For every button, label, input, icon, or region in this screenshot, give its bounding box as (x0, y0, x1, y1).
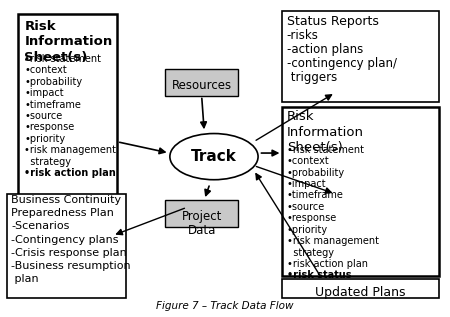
Text: -Contingency plans: -Contingency plans (11, 235, 119, 244)
Text: Sheet(s): Sheet(s) (287, 141, 342, 154)
Text: •risk management: •risk management (24, 145, 117, 155)
Text: •risk action plan: •risk action plan (24, 168, 116, 178)
Text: •impact: •impact (24, 88, 64, 98)
Text: Information: Information (287, 126, 364, 139)
Text: •risk action plan: •risk action plan (287, 259, 368, 269)
Text: Project: Project (182, 210, 222, 223)
Text: Information: Information (24, 35, 112, 48)
Text: •probability: •probability (287, 168, 345, 178)
Text: •response: •response (24, 122, 75, 133)
FancyBboxPatch shape (7, 194, 126, 298)
Text: Track: Track (191, 149, 237, 164)
Text: Data: Data (188, 224, 216, 237)
Text: Sheet(s): Sheet(s) (24, 51, 88, 64)
Ellipse shape (170, 133, 258, 180)
Text: -Business resumption: -Business resumption (11, 261, 131, 271)
Text: Resources: Resources (172, 79, 232, 92)
Text: •probability: •probability (24, 77, 82, 87)
Text: Updated Plans: Updated Plans (315, 286, 406, 299)
Text: •context: •context (287, 156, 329, 166)
Text: strategy: strategy (24, 157, 72, 167)
Text: •response: •response (287, 213, 337, 223)
Text: •risk statement: •risk statement (287, 145, 364, 155)
Text: •context: •context (24, 65, 67, 75)
Text: -Crisis response plan: -Crisis response plan (11, 248, 127, 258)
FancyBboxPatch shape (18, 14, 117, 273)
Text: •impact: •impact (287, 179, 326, 189)
Text: •timeframe: •timeframe (24, 100, 81, 110)
Text: Figure 7 – Track Data Flow: Figure 7 – Track Data Flow (156, 301, 294, 311)
FancyBboxPatch shape (282, 11, 439, 101)
Text: •priority: •priority (287, 225, 328, 235)
FancyBboxPatch shape (166, 200, 238, 227)
Text: •timeframe: •timeframe (287, 191, 344, 200)
Text: -action plans: -action plans (287, 43, 363, 56)
Text: •source: •source (287, 202, 325, 212)
Text: •risk status: •risk status (287, 270, 351, 280)
FancyBboxPatch shape (282, 107, 439, 276)
Text: Preparedness Plan: Preparedness Plan (11, 208, 114, 218)
Text: Business Continuity: Business Continuity (11, 195, 121, 205)
Text: •risk management: •risk management (287, 236, 379, 246)
FancyBboxPatch shape (166, 69, 238, 95)
Text: -Scenarios: -Scenarios (11, 222, 69, 231)
Text: Risk: Risk (24, 20, 56, 33)
Text: plan: plan (11, 274, 39, 284)
Text: Risk: Risk (287, 110, 314, 123)
Text: •priority: •priority (24, 134, 65, 144)
Text: Status Reports: Status Reports (287, 15, 378, 28)
Text: •risk statement: •risk statement (24, 54, 101, 64)
Text: triggers: triggers (287, 71, 337, 84)
Text: strategy: strategy (287, 248, 334, 257)
Text: •source: •source (24, 111, 63, 121)
Text: -risks: -risks (287, 29, 319, 42)
Text: -contingency plan/: -contingency plan/ (287, 57, 397, 70)
FancyBboxPatch shape (282, 279, 439, 298)
